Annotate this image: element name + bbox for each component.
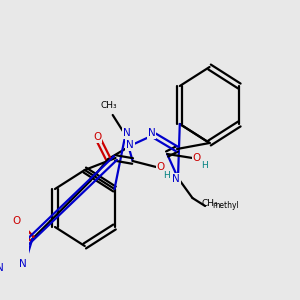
Text: N: N — [20, 259, 27, 269]
Text: H: H — [201, 161, 208, 170]
Text: N: N — [126, 140, 134, 150]
Text: H: H — [164, 172, 170, 181]
Text: N: N — [0, 263, 4, 273]
Text: N: N — [172, 174, 180, 184]
Text: CH₃: CH₃ — [101, 100, 117, 109]
Text: O: O — [157, 162, 165, 172]
Text: O: O — [193, 153, 201, 163]
Text: O: O — [93, 132, 101, 142]
Text: N: N — [148, 128, 156, 138]
Text: CH₃: CH₃ — [202, 200, 218, 208]
Text: N: N — [123, 128, 131, 138]
Text: O: O — [12, 216, 20, 226]
Text: methyl: methyl — [212, 202, 239, 211]
